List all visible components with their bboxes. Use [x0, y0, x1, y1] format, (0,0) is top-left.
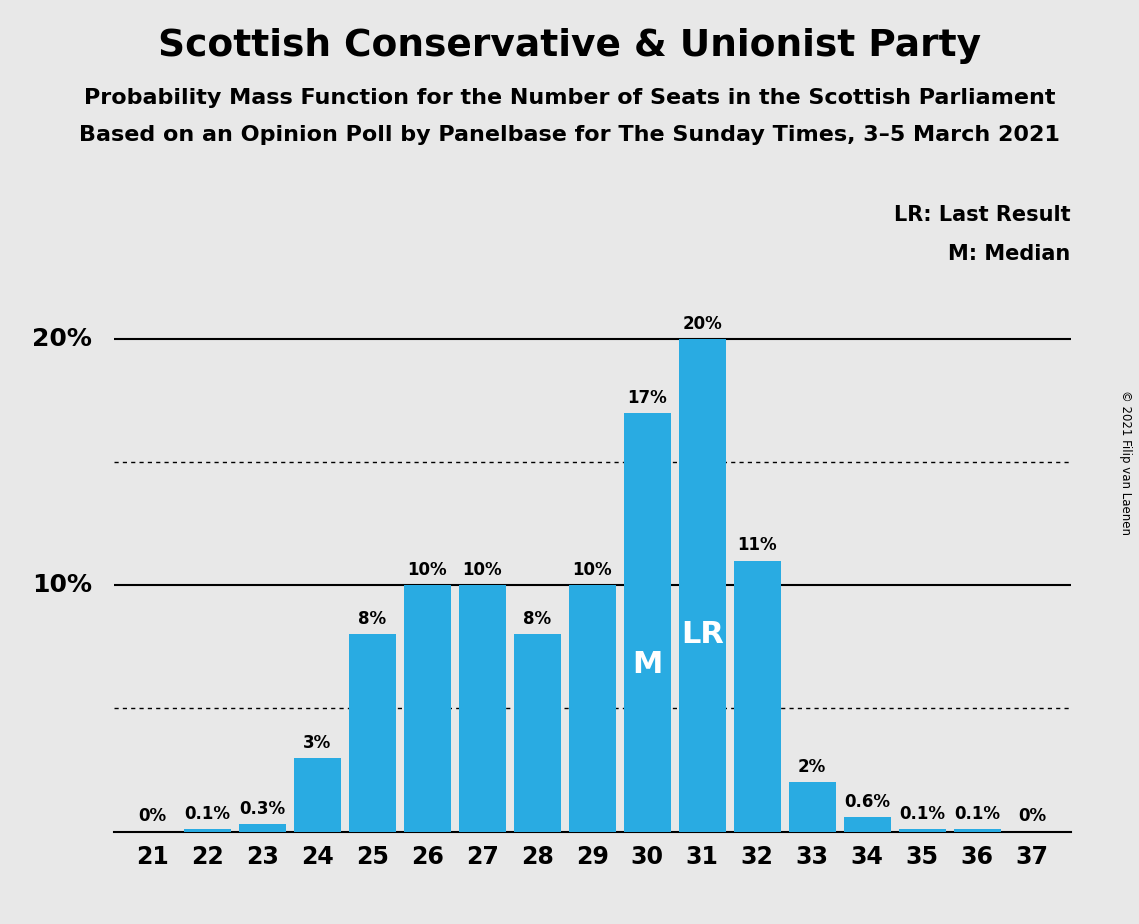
Text: 3%: 3% [303, 734, 331, 751]
Text: 20%: 20% [32, 327, 92, 351]
Bar [459, 585, 506, 832]
Text: Probability Mass Function for the Number of Seats in the Scottish Parliament: Probability Mass Function for the Number… [84, 88, 1055, 108]
Bar [349, 635, 395, 832]
Text: 10%: 10% [32, 573, 92, 597]
Bar [514, 635, 560, 832]
Text: 10%: 10% [408, 561, 448, 579]
Text: 17%: 17% [628, 389, 667, 407]
Text: 10%: 10% [573, 561, 612, 579]
Text: 0.1%: 0.1% [899, 805, 945, 823]
Text: 10%: 10% [462, 561, 502, 579]
Text: 20%: 20% [682, 315, 722, 333]
Text: 0%: 0% [138, 808, 166, 825]
Text: 0.1%: 0.1% [954, 805, 1000, 823]
Bar [294, 758, 341, 832]
Bar [568, 585, 616, 832]
Bar [404, 585, 451, 832]
Bar [679, 339, 726, 832]
Bar [185, 829, 231, 832]
Text: LR: LR [681, 620, 723, 649]
Text: 0.6%: 0.6% [844, 793, 891, 810]
Text: 0.1%: 0.1% [185, 805, 230, 823]
Text: 8%: 8% [359, 611, 386, 628]
Bar [844, 817, 891, 832]
Bar [734, 561, 780, 832]
Text: 2%: 2% [798, 759, 827, 776]
Bar [899, 829, 945, 832]
Text: LR: Last Result: LR: Last Result [894, 205, 1071, 225]
Text: M: M [632, 650, 663, 678]
Bar [789, 783, 836, 832]
Text: M: Median: M: Median [949, 244, 1071, 264]
Text: 8%: 8% [523, 611, 551, 628]
Text: 0%: 0% [1018, 808, 1047, 825]
Bar [953, 829, 1000, 832]
Text: © 2021 Filip van Laenen: © 2021 Filip van Laenen [1118, 390, 1132, 534]
Text: 0.3%: 0.3% [239, 800, 286, 818]
Text: Scottish Conservative & Unionist Party: Scottish Conservative & Unionist Party [158, 28, 981, 64]
Bar [239, 824, 286, 832]
Text: Based on an Opinion Poll by Panelbase for The Sunday Times, 3–5 March 2021: Based on an Opinion Poll by Panelbase fo… [79, 125, 1060, 145]
Bar [624, 413, 671, 832]
Text: 11%: 11% [737, 537, 777, 554]
